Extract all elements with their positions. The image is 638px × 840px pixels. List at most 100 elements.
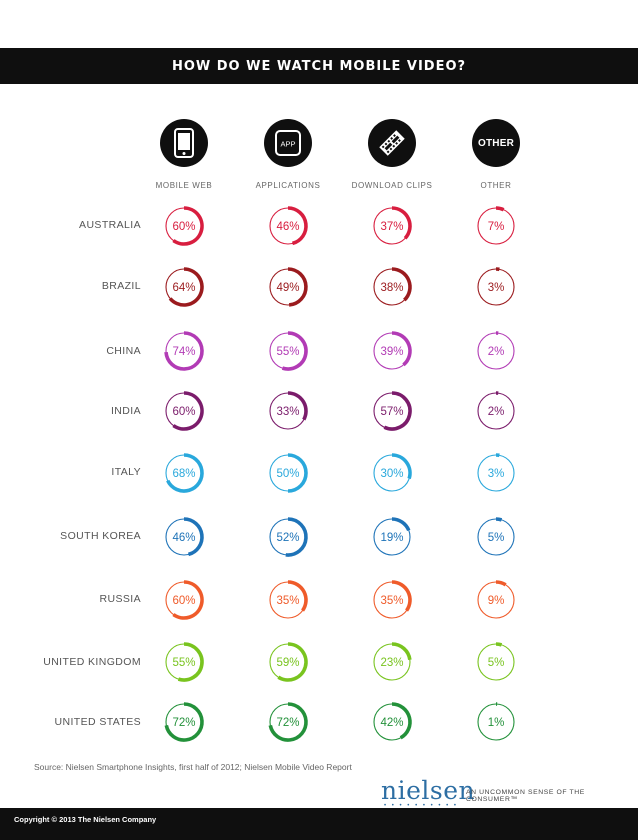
ring-value-label: 5% [488,532,505,544]
logo-dots: • • • • • • • • • • [384,803,459,809]
ring-value-arc [172,580,204,620]
ring-value-arc [495,517,503,522]
ring-value-arc [391,331,412,367]
row-label-india: INDIA [110,405,141,417]
column-label-applications: APPLICATIONS [255,181,321,190]
ring-south-korea-mobile-web: 46% [165,517,204,557]
ring-russia-mobile-web: 60% [165,580,204,620]
ring-australia-applications: 46% [269,206,308,246]
ring-value-label: 59% [276,657,299,669]
ring-value-arc [495,206,505,212]
ring-value-arc [391,517,411,532]
ring-value-label: 57% [380,406,403,418]
ring-italy-mobile-web: 68% [165,453,204,493]
app-icon: APP [264,119,312,167]
row-label-russia: RUSSIA [99,593,141,605]
ring-value-arc [391,453,412,480]
ring-india-download-clips: 57% [373,391,412,431]
ring-value-label: 19% [380,532,403,544]
ring-value-label: 72% [172,717,195,729]
ring-south-korea-download-clips: 19% [373,517,411,556]
brand-tagline: AN UNCOMMON SENSE OF THE CONSUMER™ [466,789,585,803]
ring-value-arc [391,702,412,740]
ring-value-label: 55% [172,657,195,669]
ring-value-label: 55% [276,346,299,358]
ring-value-label: 1% [488,717,505,729]
ring-china-download-clips: 39% [373,331,412,370]
ring-value-arc [166,453,204,493]
ring-value-arc [268,702,308,742]
ring-brazil-applications: 49% [269,267,308,307]
ring-value-label: 60% [172,595,195,607]
ring-south-korea-other: 5% [477,517,515,556]
ring-value-label: 2% [488,406,505,418]
ring-value-arc [391,642,412,661]
row-label-australia: AUSTRALIA [79,219,141,231]
ring-australia-download-clips: 37% [373,206,412,245]
ring-value-label: 68% [172,468,195,480]
ring-australia-mobile-web: 60% [165,206,204,246]
ring-value-arc [277,642,308,682]
ring-value-label: 9% [488,595,505,607]
copyright-text: Copyright © 2013 The Nielsen Company [14,815,157,824]
other-icon-text: OTHER [478,137,514,149]
ring-value-label: 3% [488,468,505,480]
ring-italy-other: 3% [477,453,515,492]
row-label-united-states: UNITED STATES [54,716,141,728]
row-label-south-korea: SOUTH KOREA [60,530,141,542]
ring-value-arc [164,702,204,742]
ring-value-label: 2% [488,346,505,358]
ring-value-label: 5% [488,657,505,669]
ring-united-states-other: 1% [477,702,515,741]
ring-value-label: 60% [172,221,195,233]
footer-bar: Copyright © 2013 The Nielsen Company [0,808,638,840]
ring-value-arc [391,206,412,240]
ring-united-states-mobile-web: 72% [164,702,204,742]
ring-value-label: 42% [380,717,403,729]
ring-value-arc [164,331,204,371]
ring-value-arc [383,391,412,431]
ring-italy-download-clips: 30% [373,453,412,492]
ring-value-label: 64% [172,282,195,294]
row-label-china: CHINA [106,345,141,357]
row-label-brazil: BRAZIL [101,280,141,292]
ring-value-label: 30% [380,468,403,480]
ring-value-label: 39% [380,346,403,358]
ring-south-korea-applications: 52% [269,517,308,557]
ring-value-label: 46% [276,221,299,233]
source-note: Source: Nielsen Smartphone Insights, fir… [34,762,352,772]
film-strip-icon [368,119,416,167]
ring-china-other: 2% [477,331,515,370]
ring-value-label: 3% [488,282,505,294]
ring-value-arc [391,580,412,612]
ring-brazil-other: 3% [477,267,515,306]
ring-united-states-download-clips: 42% [373,702,412,741]
ring-russia-download-clips: 35% [373,580,412,619]
ring-china-applications: 55% [269,331,308,371]
row-label-italy: ITALY [111,466,141,478]
smartphone-icon [160,119,208,167]
row-label-united-kingdom: UNITED KINGDOM [43,656,141,668]
ring-value-label: 7% [488,221,505,233]
ring-russia-applications: 35% [269,580,308,619]
nielsen-logo: nielsen [381,776,476,805]
ring-value-label: 35% [276,595,299,607]
column-label-mobile-web: MOBILE WEB [155,181,213,190]
column-label-download-clips: DOWNLOAD CLIPS [351,181,433,190]
ring-value-arc [172,206,204,246]
ring-value-label: 35% [380,595,403,607]
ring-value-arc [287,580,308,612]
ring-united-kingdom-other: 5% [477,642,515,681]
ring-india-mobile-web: 60% [165,391,204,431]
ring-value-arc [285,517,308,557]
ring-value-arc [287,391,308,421]
ring-value-arc [287,267,308,307]
ring-value-label: 33% [276,406,299,418]
ring-brazil-mobile-web: 64% [165,267,204,307]
ring-value-label: 23% [380,657,403,669]
ring-value-arc [183,517,204,557]
ring-value-arc [281,331,308,371]
ring-value-arc [287,453,308,493]
ring-value-arc [168,267,204,307]
